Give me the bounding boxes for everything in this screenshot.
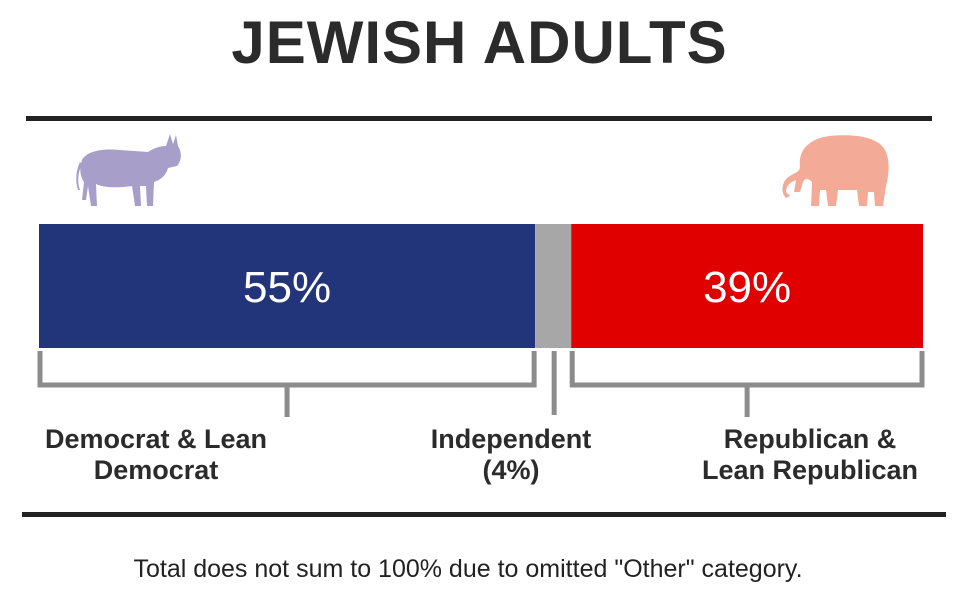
segment-caption-democrat: Democrat & Lean Democrat <box>0 424 312 486</box>
caption-line: Democrat <box>93 455 219 485</box>
stacked-bar <box>39 224 923 348</box>
segment-bracket-0 <box>37 351 537 417</box>
caption-line: Republican & <box>723 424 897 454</box>
bottom-rule <box>22 512 946 517</box>
segment-caption-republican: Republican & Lean Republican <box>670 424 950 486</box>
caption-line: Democrat & Lean <box>44 424 268 454</box>
caption-line: Lean Republican <box>701 455 919 485</box>
segment-caption-independent: Independent (4%) <box>396 424 626 486</box>
bar-value-label-0: 55% <box>243 263 331 312</box>
bar-value-label-2: 39% <box>703 263 791 312</box>
segment-brackets <box>37 351 925 417</box>
elephant-icon <box>782 135 889 206</box>
bar-segment-2 <box>571 224 923 348</box>
footnote: Total does not sum to 100% due to omitte… <box>133 555 803 583</box>
caption-line: (4%) <box>482 455 540 485</box>
bar-segment-0 <box>39 224 536 348</box>
chart-title: JEWISH ADULTS <box>231 9 728 76</box>
caption-line: Independent <box>430 424 592 454</box>
bar-segment-1 <box>535 224 572 348</box>
donkey-icon <box>76 134 181 206</box>
top-rule <box>26 116 932 121</box>
bar-value-labels: 55% 39% <box>243 263 791 312</box>
segment-bracket-2 <box>569 351 925 417</box>
